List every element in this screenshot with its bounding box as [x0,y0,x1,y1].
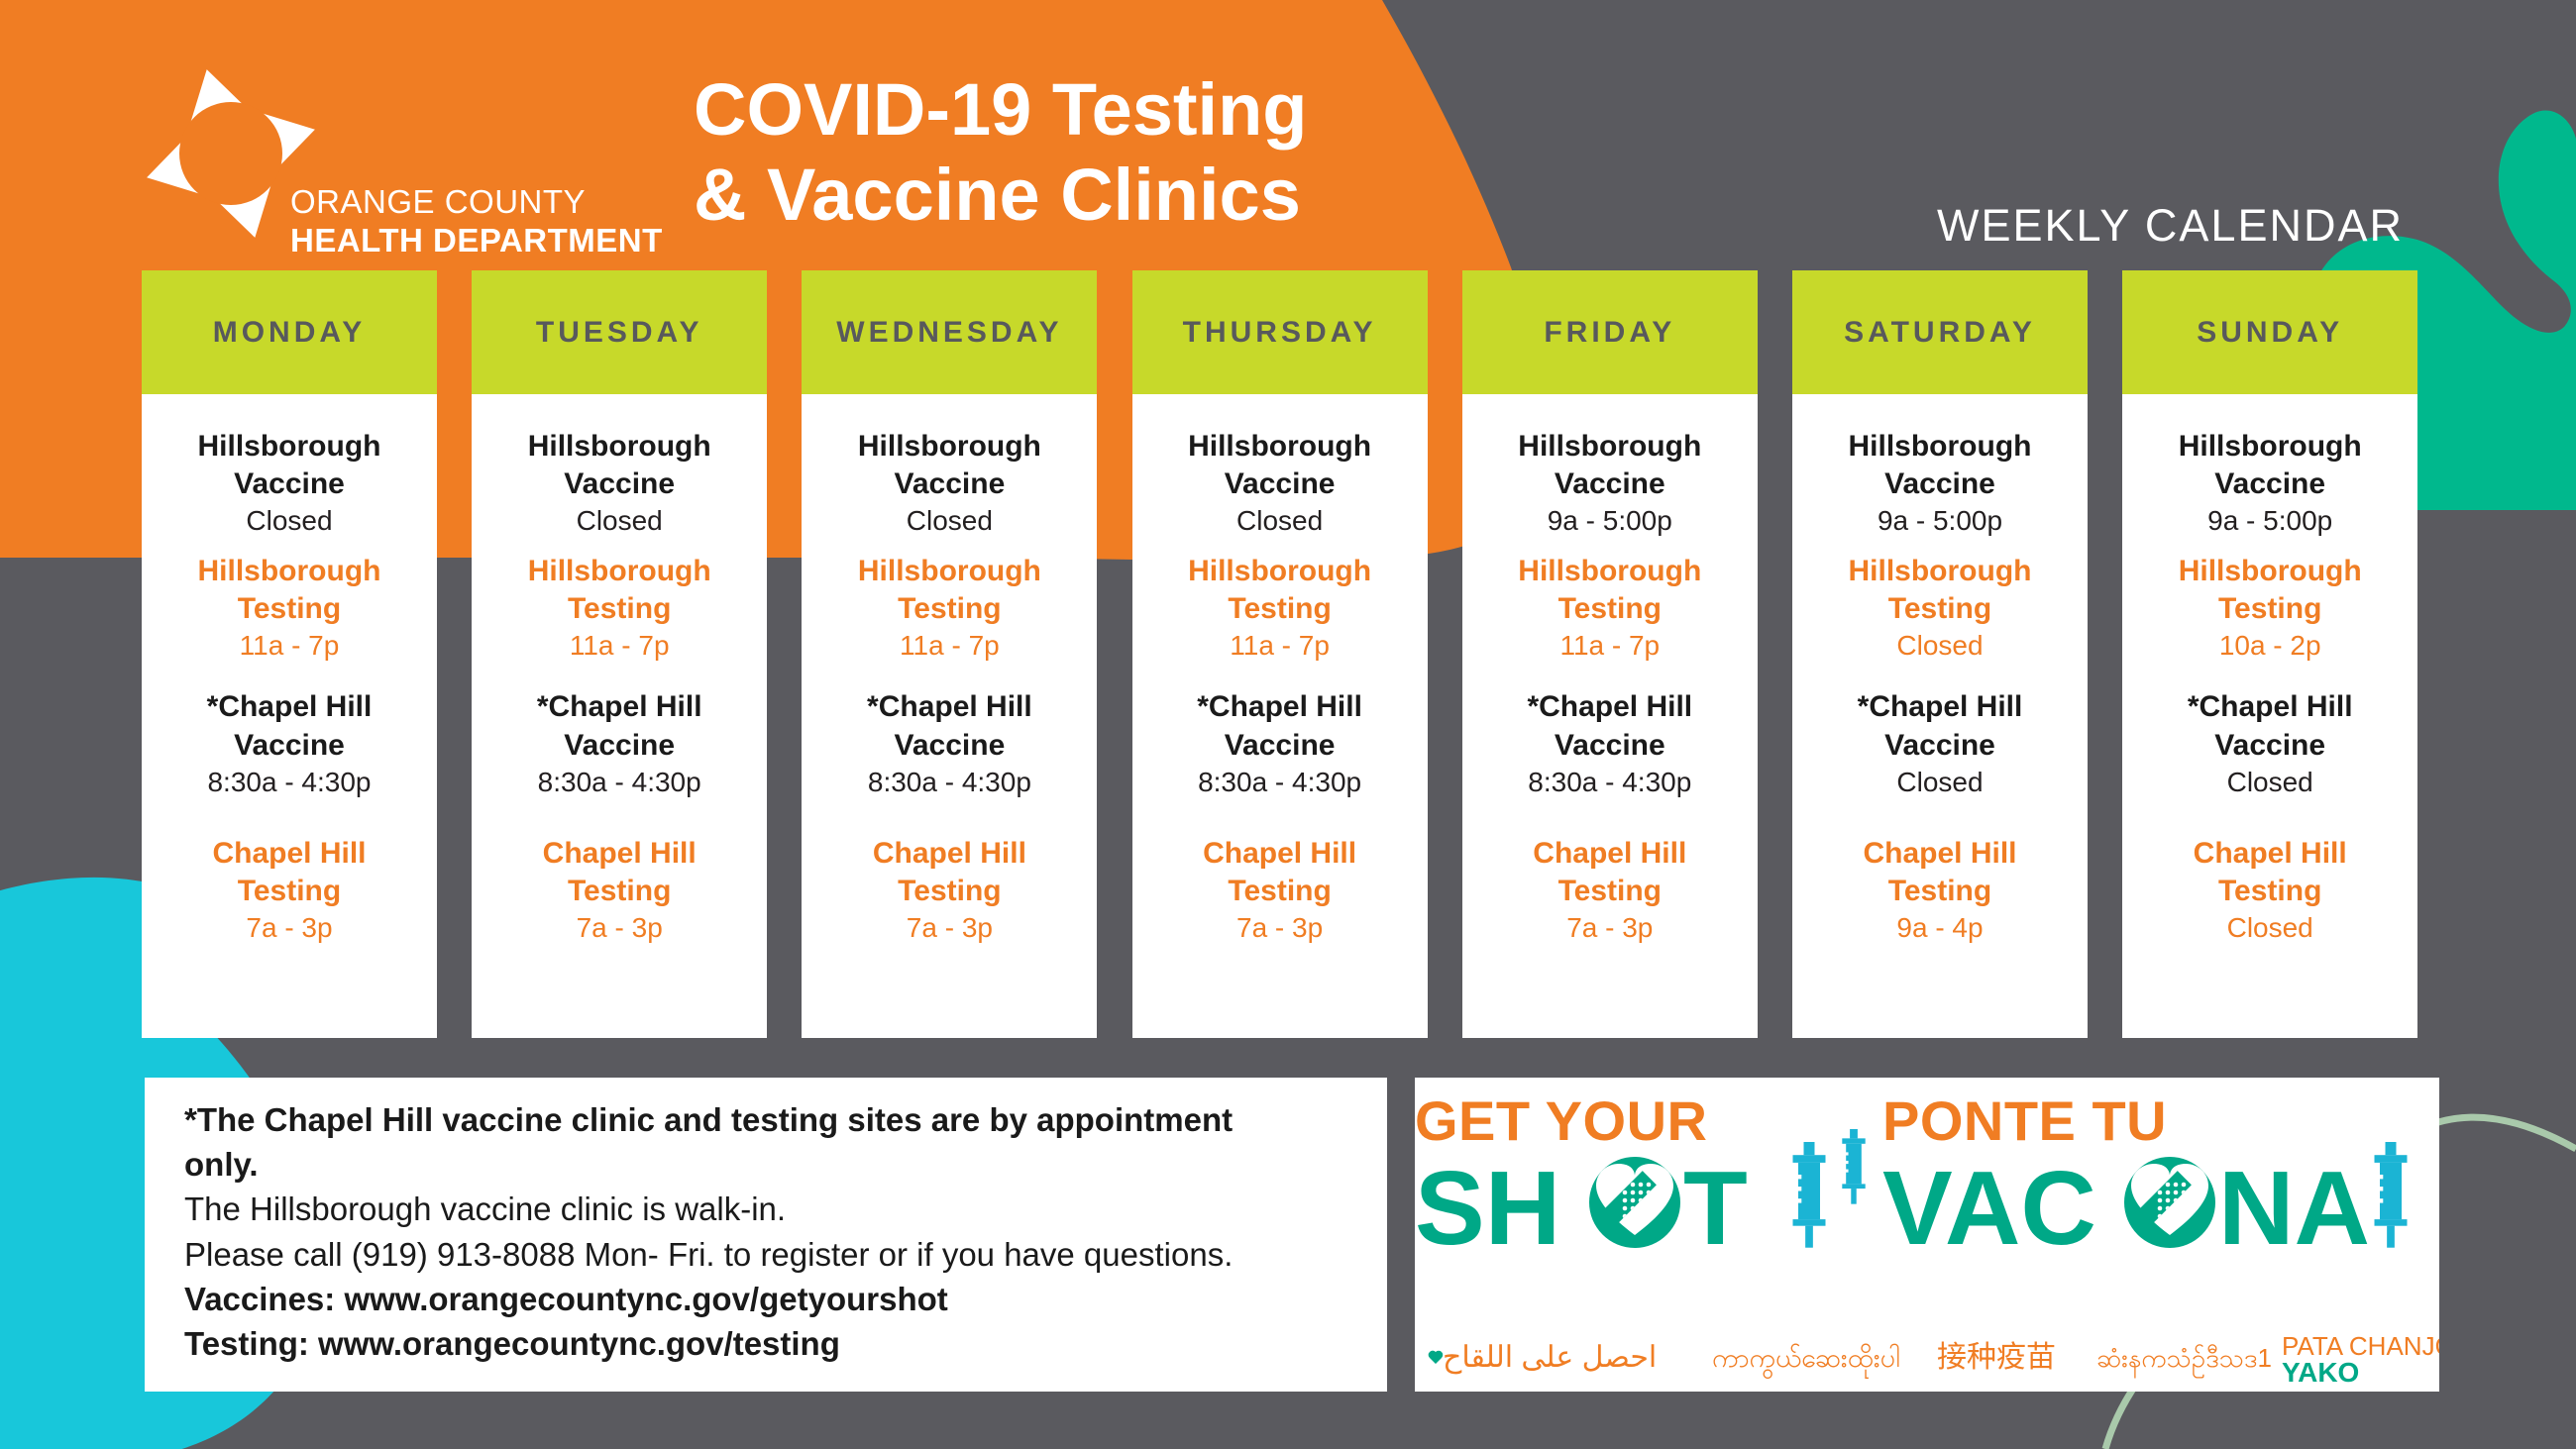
svg-text:YAKO: YAKO [2282,1357,2359,1388]
svg-text:VAC: VAC [1882,1150,2096,1267]
svg-text:NA: NA [2218,1150,2370,1267]
svg-text:SH: SH [1415,1150,1560,1267]
svg-text:T: T [1683,1150,1748,1267]
svg-text:GET YOUR: GET YOUR [1415,1089,1707,1152]
svg-text:ဆံးနကသံဉ်ဒီသဒ1: ဆံးနကသံဉ်ဒီသဒ1 [2096,1343,2272,1379]
svg-text:PONTE TU: PONTE TU [1882,1089,2167,1152]
svg-text:接种疫苗: 接种疫苗 [1937,1341,2056,1374]
svg-text:ကာကွယ်ဆေးထိုးပါ: ကာကွယ်ဆေးထိုးပါ [1712,1343,1900,1379]
svg-text:احصل على اللقاح: احصل على اللقاح [1443,1341,1657,1375]
